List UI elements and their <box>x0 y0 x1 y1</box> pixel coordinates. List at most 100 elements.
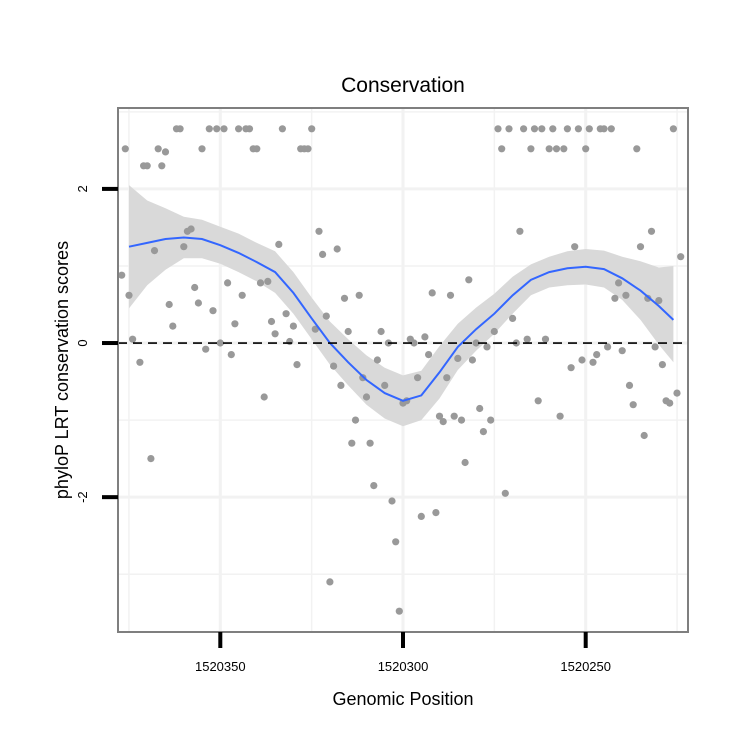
data-point <box>216 339 224 347</box>
x-axis-label: Genomic Position <box>332 689 473 709</box>
data-point <box>666 399 674 407</box>
data-point <box>443 374 451 382</box>
data-point <box>414 374 422 382</box>
data-point <box>523 335 531 343</box>
data-point <box>256 279 265 287</box>
data-point <box>150 247 159 255</box>
data-point <box>435 412 444 420</box>
data-point <box>483 343 491 351</box>
data-point <box>611 294 619 302</box>
x-tick-label: 1520300 <box>378 659 429 674</box>
data-point <box>454 354 462 362</box>
x-tick-label: 1520350 <box>195 659 246 674</box>
data-point <box>355 291 363 299</box>
data-point <box>205 125 213 133</box>
data-point <box>198 145 206 153</box>
data-point <box>604 343 612 351</box>
data-point <box>362 393 371 401</box>
data-point <box>169 322 177 330</box>
data-point <box>607 125 615 133</box>
data-point <box>158 162 166 170</box>
data-point <box>622 291 630 299</box>
data-point <box>129 335 137 343</box>
data-point <box>476 404 484 413</box>
data-point <box>669 125 678 133</box>
chart-title: Conservation <box>341 74 465 97</box>
data-point <box>231 320 239 328</box>
data-point <box>655 297 663 305</box>
data-point <box>319 250 327 258</box>
data-point <box>209 307 217 315</box>
data-point <box>589 358 597 366</box>
data-point <box>625 381 634 389</box>
data-point <box>147 455 155 463</box>
data-point <box>245 125 254 133</box>
data-point <box>373 356 381 364</box>
data-point <box>465 276 473 284</box>
data-point <box>333 245 341 253</box>
data-point <box>494 125 502 133</box>
y-tick-label: 0 <box>75 339 90 346</box>
data-point <box>439 418 447 426</box>
data-point <box>224 279 232 287</box>
data-point <box>235 125 243 133</box>
data-point <box>450 412 458 420</box>
data-point <box>154 145 162 153</box>
plot-panel <box>117 107 689 633</box>
data-point <box>520 125 528 133</box>
data-point <box>271 330 279 338</box>
data-point <box>556 412 564 420</box>
data-point <box>161 148 170 156</box>
data-point <box>202 345 210 353</box>
data-point <box>530 125 539 133</box>
data-point <box>534 397 542 405</box>
data-point <box>213 125 221 133</box>
data-point <box>308 125 316 133</box>
data-point <box>461 458 469 467</box>
data-point <box>578 356 586 364</box>
data-point <box>673 389 681 397</box>
y-axis-label: phyloP LRT conservation scores <box>52 241 72 499</box>
confidence-ribbon <box>129 185 674 427</box>
data-point <box>567 364 575 372</box>
data-point <box>545 145 553 153</box>
data-point <box>260 393 268 401</box>
data-point <box>392 538 400 546</box>
data-point <box>377 327 385 336</box>
data-point <box>600 125 608 133</box>
data-point <box>527 145 535 153</box>
data-point <box>421 333 429 341</box>
data-point <box>337 381 345 389</box>
data-point <box>432 508 440 517</box>
data-point <box>121 145 129 153</box>
data-point <box>286 337 294 346</box>
data-point <box>501 489 509 497</box>
data-point <box>315 227 323 235</box>
data-point <box>618 347 626 355</box>
data-point <box>505 125 513 133</box>
data-point <box>582 145 590 153</box>
y-tick-label: -2 <box>75 491 90 503</box>
data-point <box>282 310 290 318</box>
data-point <box>508 314 517 322</box>
data-point <box>593 351 601 359</box>
data-point <box>395 607 403 615</box>
data-point <box>344 327 352 336</box>
data-point <box>330 362 338 370</box>
data-point <box>278 125 286 133</box>
data-point <box>304 145 312 153</box>
data-point <box>563 125 572 133</box>
x-tick-label: 1520250 <box>560 659 611 674</box>
data-point <box>143 162 151 170</box>
data-point <box>370 482 378 490</box>
data-point <box>651 343 659 351</box>
data-point <box>538 125 546 133</box>
data-point <box>275 240 283 248</box>
data-point <box>311 325 319 333</box>
data-point <box>180 243 188 251</box>
data-point <box>264 277 272 285</box>
data-point <box>479 428 487 436</box>
data-point <box>220 125 228 133</box>
data-point <box>446 291 455 299</box>
data-point <box>636 243 645 251</box>
